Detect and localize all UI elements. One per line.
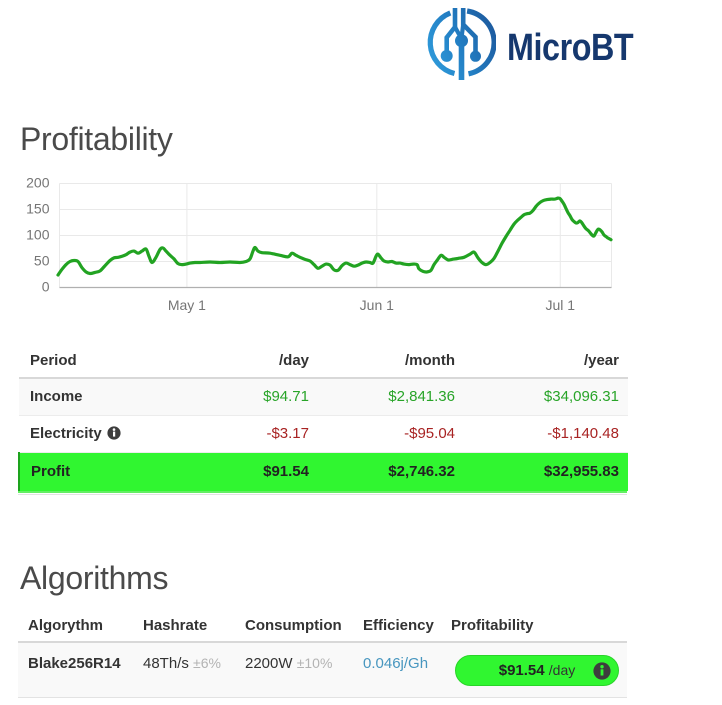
svg-text:0: 0 <box>42 279 50 295</box>
svg-text:150: 150 <box>26 201 50 217</box>
svg-text:Jun 1: Jun 1 <box>360 297 394 313</box>
svg-text:200: 200 <box>26 175 50 191</box>
svg-text:Jul 1: Jul 1 <box>546 297 576 313</box>
svg-text:50: 50 <box>34 253 50 269</box>
svg-text:May 1: May 1 <box>168 297 206 313</box>
svg-text:100: 100 <box>26 227 50 243</box>
